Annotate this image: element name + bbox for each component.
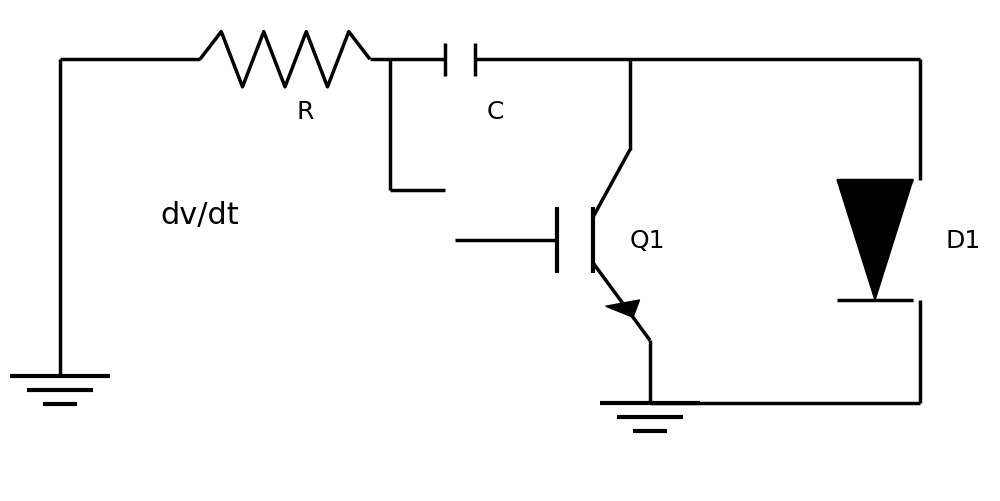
Text: C: C <box>486 100 504 124</box>
Text: Q1: Q1 <box>630 228 666 253</box>
Text: dv/dt: dv/dt <box>160 200 239 229</box>
Text: R: R <box>296 100 314 124</box>
Text: D1: D1 <box>945 228 980 253</box>
Polygon shape <box>606 301 640 318</box>
Polygon shape <box>837 180 913 301</box>
